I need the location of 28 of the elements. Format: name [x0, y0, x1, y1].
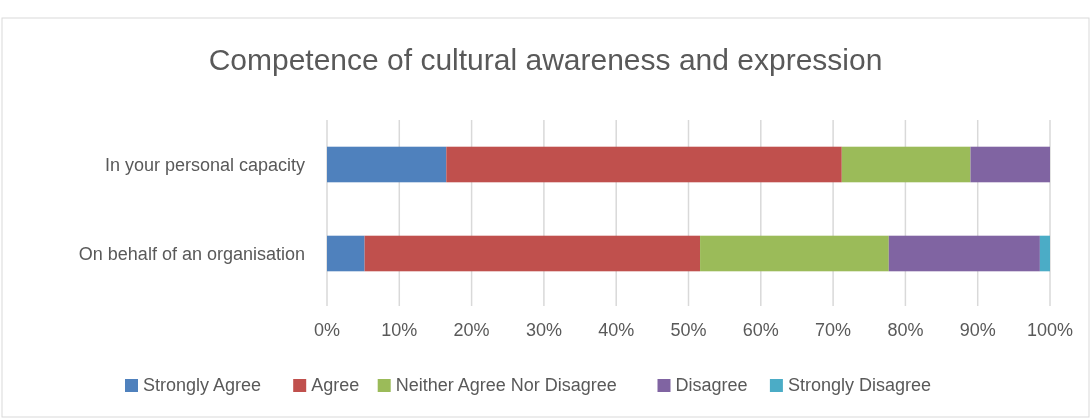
- legend-label: Disagree: [675, 375, 748, 395]
- legend-label: Strongly Disagree: [787, 375, 931, 395]
- x-tick-label: 70%: [815, 320, 852, 340]
- x-tick-label: 100%: [1026, 320, 1074, 340]
- x-tick-label: 0%: [313, 320, 341, 340]
- bar: [364, 235, 701, 272]
- x-tick-label: 30%: [525, 320, 562, 340]
- bar: [1039, 235, 1050, 272]
- x-tick-label: 80%: [887, 320, 924, 340]
- bar: [970, 146, 1050, 183]
- bar: [841, 146, 971, 183]
- bar: [700, 235, 889, 272]
- legend-label: Strongly Agree: [143, 375, 262, 395]
- x-tick-label: 90%: [959, 320, 996, 340]
- x-tick-label: 50%: [670, 320, 707, 340]
- x-tick-label: 40%: [598, 320, 635, 340]
- legend-label: Neither Agree Nor Disagree: [395, 375, 617, 395]
- bar: [327, 235, 365, 272]
- chart-title: Competence of cultural awareness and expression: [208, 43, 883, 76]
- x-tick-label: 10%: [381, 320, 418, 340]
- y-tick-label: On behalf of an organisation: [78, 243, 305, 264]
- legend-label: Agree: [311, 375, 360, 395]
- x-tick-label: 20%: [453, 320, 490, 340]
- y-tick-label: In your personal capacity: [104, 154, 305, 175]
- bar: [888, 235, 1040, 272]
- bar: [446, 146, 842, 183]
- bar: [327, 146, 447, 183]
- x-tick-label: 60%: [742, 320, 779, 340]
